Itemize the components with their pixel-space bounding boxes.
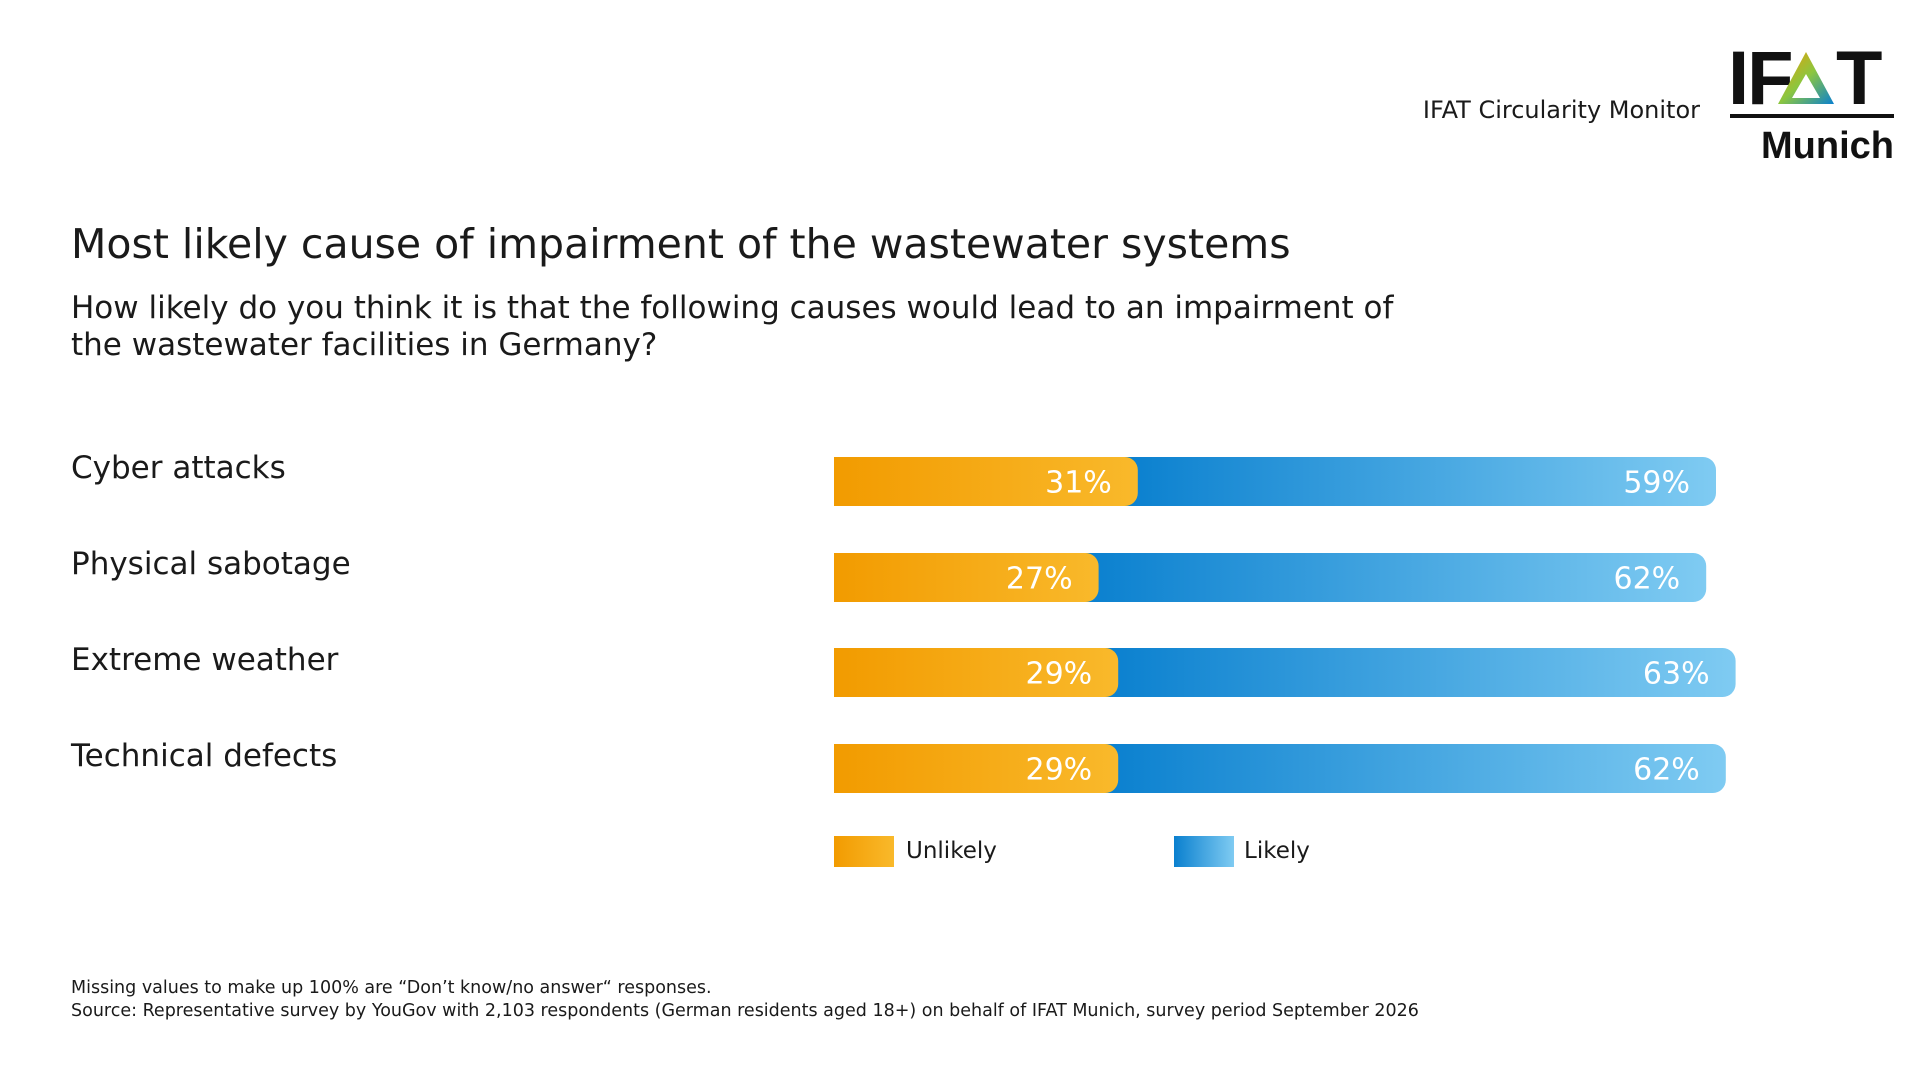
legend-swatch-likely [1174, 836, 1234, 867]
ifat-munich-logo: IF T Munich [1728, 40, 1894, 165]
chart-subtitle: How likely do you think it is that the f… [71, 290, 1394, 363]
chart-title: Most likely cause of impairment of the w… [71, 220, 1291, 268]
value-label-unlikely-cyber-attacks: 31% [1045, 466, 1112, 501]
category-label-cyber-attacks: Cyber attacks [71, 450, 286, 486]
value-label-likely-extreme-weather: 63% [1643, 657, 1710, 692]
bar-likely-physical-sabotage [1085, 553, 1707, 602]
footnote-source: Source: Representative survey by YouGov … [71, 1001, 1419, 1021]
value-label-likely-cyber-attacks: 59% [1623, 466, 1690, 501]
svg-text:Munich: Munich [1761, 125, 1894, 165]
category-label-extreme-weather: Extreme weather [71, 642, 339, 678]
bar-likely-cyber-attacks [1124, 457, 1716, 506]
bar-unlikely-technical-defects [834, 744, 1119, 793]
value-label-unlikely-extreme-weather: 29% [1026, 657, 1093, 692]
bar-unlikely-physical-sabotage [834, 553, 1099, 602]
value-label-unlikely-physical-sabotage: 27% [1006, 562, 1073, 597]
svg-text:IF: IF [1728, 40, 1792, 121]
svg-text:T: T [1836, 40, 1882, 121]
bar-unlikely-extreme-weather [834, 648, 1119, 697]
value-label-likely-technical-defects: 62% [1633, 753, 1700, 788]
monitor-label: IFAT Circularity Monitor [1422, 96, 1700, 124]
legend-label-likely: Likely [1244, 838, 1310, 864]
legend-label-unlikely: Unlikely [906, 838, 997, 864]
category-label-physical-sabotage: Physical sabotage [71, 546, 351, 582]
value-label-likely-physical-sabotage: 62% [1614, 562, 1681, 597]
bar-unlikely-cyber-attacks [834, 457, 1138, 506]
bar-likely-technical-defects [1105, 744, 1726, 793]
bar-likely-extreme-weather [1105, 648, 1736, 697]
category-label-technical-defects: Technical defects [71, 738, 338, 774]
legend-swatch-unlikely [834, 836, 894, 867]
footnote-missing-values: Missing values to make up 100% are “Don’… [71, 978, 712, 998]
value-label-unlikely-technical-defects: 29% [1026, 753, 1093, 788]
